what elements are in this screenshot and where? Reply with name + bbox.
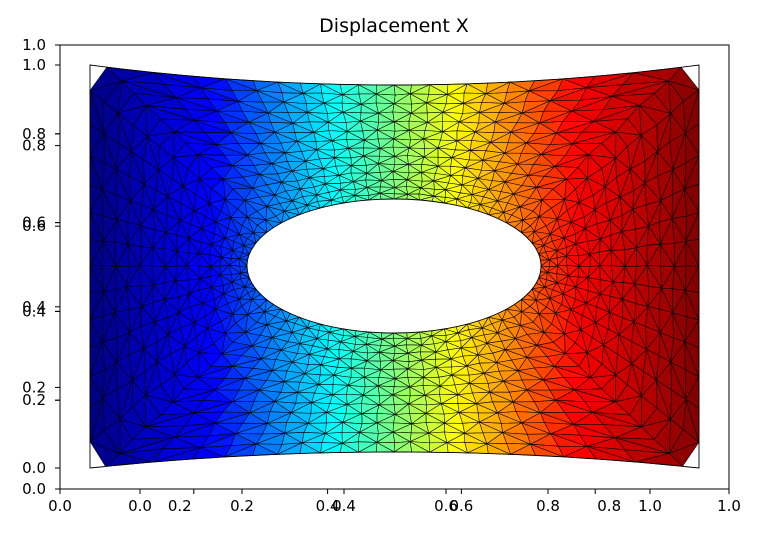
inner-y-tick-label: 0.4 — [22, 298, 46, 316]
mesh-triangle — [668, 67, 700, 91]
axes: 0.0 1.00.01.00.0 0.2 0.4 0.6 0.8 1.00.2 0.4 0.6 0… — [22, 36, 741, 515]
hole — [246, 198, 542, 334]
plate-boundary — [89, 64, 700, 469]
inner-x-tick-label: 0.4 — [332, 497, 356, 515]
y-tick-label: 0.0 — [22, 480, 46, 498]
inner-y-tick-label: 0.6 — [22, 217, 46, 235]
x-tick-label: 0.0 — [48, 497, 72, 515]
x-tick-label: 0.6 — [449, 497, 473, 515]
mesh-triangle — [89, 441, 121, 467]
inner-x-tick-label: 0.8 — [536, 497, 560, 515]
mesh-plate — [89, 64, 700, 469]
inner-x-tick-label: 1.0 — [638, 497, 662, 515]
x-tick-label: 0.8 — [597, 497, 621, 515]
inner-x-tick-label: 0.0 — [128, 497, 152, 515]
x-tick-label: 0.2 — [168, 497, 192, 515]
inner-y-tick-label: 0.8 — [22, 137, 46, 155]
inner-y-tick-label: 1.0 — [22, 56, 46, 74]
axes-frame — [59, 44, 730, 490]
y-tick-label: 0.4 — [22, 302, 46, 320]
inner-y-tick-label: 0.0 — [22, 459, 46, 477]
inner-x-tick-label: 0.2 — [230, 497, 254, 515]
x-tick-label: 0.4 — [316, 497, 340, 515]
y-tick-label: 1.0 — [22, 36, 46, 54]
inner-y-tick-label: 0.2 — [22, 378, 46, 396]
y-tick-label: 0.6 — [22, 214, 46, 232]
x-tick-label: 1.0 — [717, 497, 741, 515]
y-tick-label: 0.8 — [22, 125, 46, 143]
chart-title: Displacement X — [319, 15, 469, 37]
inner-x-tick-label: 0.6 — [434, 497, 458, 515]
y-tick-label: 0.2 — [22, 391, 46, 409]
